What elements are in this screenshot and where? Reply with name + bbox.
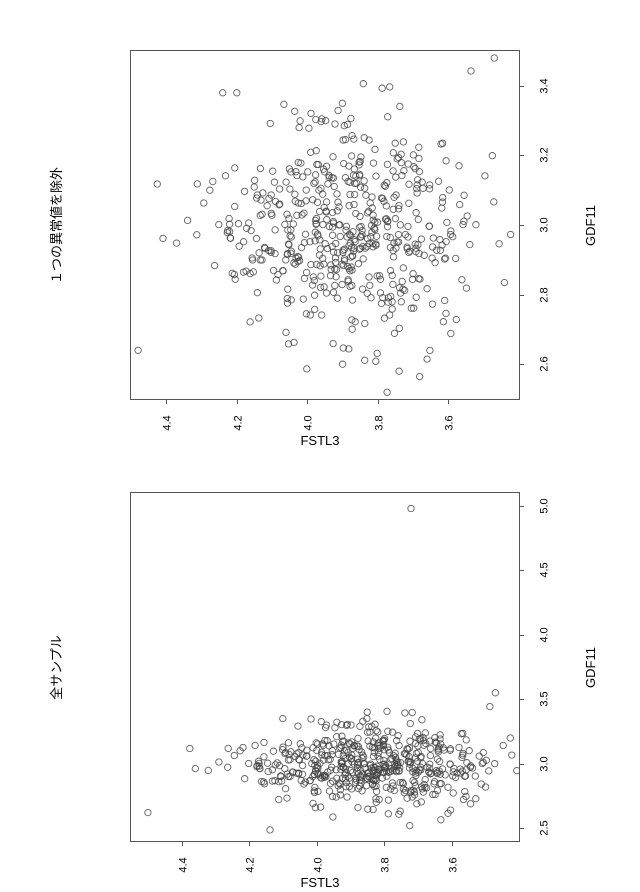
y-axis-label: FSTL3 [300, 875, 339, 890]
x-axis-label: GDF11 [583, 647, 598, 688]
scatter-points-top [131, 51, 519, 399]
y-axis-label: FSTL3 [300, 433, 339, 448]
xlabel-container: GDF11 [575, 452, 605, 882]
y-tick-label: 3.6 [444, 415, 456, 430]
plot-area-top: 2.62.83.03.23.4 3.63.84.04.24.4 [130, 50, 520, 400]
y-tick-label: 4.2 [245, 857, 257, 872]
plot-area-bottom: 2.53.03.54.04.55.0 3.63.84.04.24.4 [130, 492, 520, 842]
x-tick-label: 2.6 [539, 357, 551, 372]
y-tick-label: 3.8 [374, 415, 386, 430]
panel-all-samples: 全サンプル 2.53.03.54.04.55.0 3.63.84.04.24.4… [50, 452, 590, 882]
panel-outlier-removed: １つの異常値を除外 2.62.83.03.23.4 3.63.84.04.24.… [50, 10, 590, 440]
x-tick-label: 2.5 [539, 820, 551, 835]
x-tick-mark [519, 506, 524, 507]
ylabel-container: FSTL3 [50, 875, 590, 890]
y-tick-mark [307, 399, 308, 404]
y-tick-mark [317, 841, 318, 846]
panel-title: 全サンプル [46, 635, 65, 700]
y-tick-mark [182, 841, 183, 846]
y-tick-mark [237, 399, 238, 404]
x-tick-label: 3.0 [539, 217, 551, 232]
y-tick-label: 4.4 [177, 857, 189, 872]
y-tick-label: 3.8 [380, 857, 392, 872]
x-tick-label: 3.0 [539, 756, 551, 771]
x-tick-mark [519, 699, 524, 700]
x-tick-label: 4.5 [539, 563, 551, 578]
y-tick-label: 4.0 [312, 857, 324, 872]
x-tick-mark [519, 635, 524, 636]
x-tick-label: 2.8 [539, 287, 551, 302]
y-tick-label: 4.4 [162, 415, 174, 430]
x-tick-label: 3.2 [539, 148, 551, 163]
panel-title: １つの異常値を除外 [46, 166, 65, 283]
x-tick-mark [519, 225, 524, 226]
y-tick-mark [448, 399, 449, 404]
y-tick-mark [249, 841, 250, 846]
x-axis-label: GDF11 [583, 205, 598, 246]
x-tick-label: 3.4 [539, 78, 551, 93]
title-container: １つの異常値を除外 [40, 10, 70, 440]
scatter-points-bottom [131, 493, 519, 841]
y-tick-label: 3.6 [447, 857, 459, 872]
x-tick-label: 3.5 [539, 692, 551, 707]
x-tick-mark [519, 570, 524, 571]
y-tick-mark [384, 841, 385, 846]
xlabel-container: GDF11 [575, 10, 605, 440]
y-tick-label: 4.0 [303, 415, 315, 430]
y-tick-label: 4.2 [232, 415, 244, 430]
x-tick-mark [519, 764, 524, 765]
x-tick-mark [519, 86, 524, 87]
y-tick-mark [378, 399, 379, 404]
ylabel-container: FSTL3 [50, 433, 590, 448]
x-tick-label: 5.0 [539, 498, 551, 513]
title-container: 全サンプル [40, 452, 70, 882]
x-tick-mark [519, 295, 524, 296]
y-tick-mark [452, 841, 453, 846]
x-tick-mark [519, 364, 524, 365]
x-tick-label: 4.0 [539, 627, 551, 642]
x-tick-mark [519, 155, 524, 156]
x-tick-mark [519, 828, 524, 829]
y-tick-mark [166, 399, 167, 404]
